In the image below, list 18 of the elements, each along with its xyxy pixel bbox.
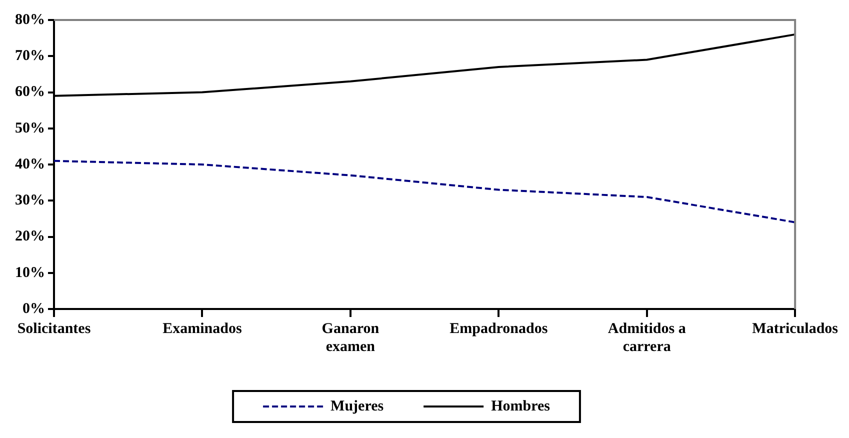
x-tick-label: Empadronados [450, 320, 548, 337]
y-tick-label: 10% [15, 264, 45, 281]
x-tick-label: Matriculados [752, 320, 838, 337]
legend-label: Mujeres [330, 398, 384, 414]
y-tick-label: 40% [15, 156, 45, 172]
y-tick-label: 60% [15, 84, 45, 100]
y-tick-label: 80% [15, 12, 45, 28]
x-tick-label: Ganaron examen [322, 320, 380, 355]
y-tick-label: 20% [15, 228, 45, 245]
x-tick-label: Examinados [162, 320, 242, 337]
legend-label: Hombres [491, 398, 550, 414]
y-tick-label: 70% [15, 48, 45, 64]
x-tick-label: Admitidos a carrera [608, 320, 686, 355]
y-tick-label: 30% [15, 192, 45, 208]
y-tick-label: 0% [22, 300, 45, 317]
y-tick-label: 50% [15, 120, 45, 136]
line-series [53, 160, 796, 224]
x-tick-label: Solicitantes [17, 320, 91, 337]
